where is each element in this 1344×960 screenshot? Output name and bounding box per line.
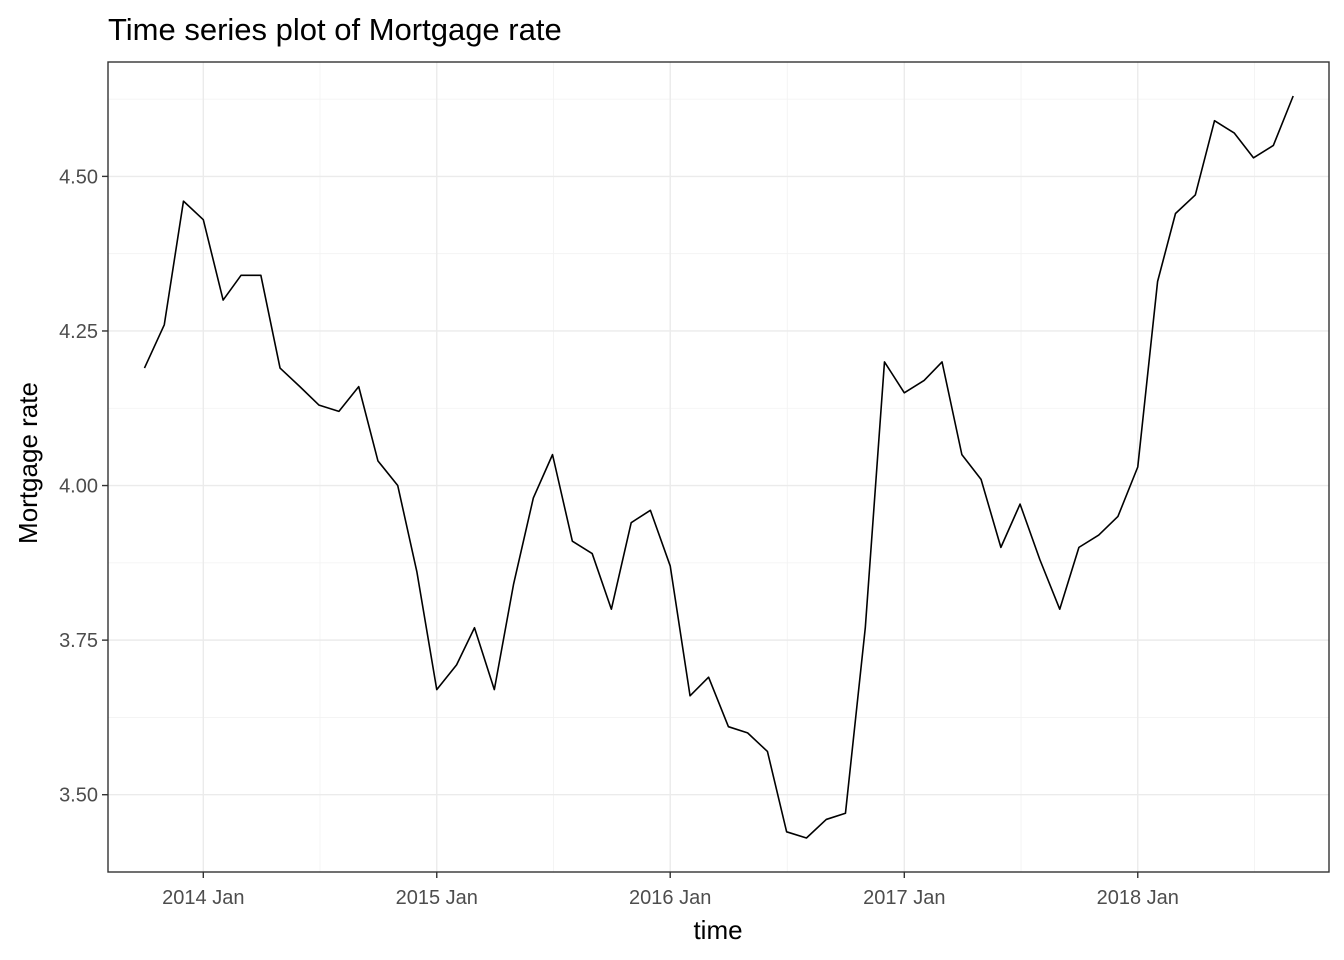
- plot-panel-border: [107, 61, 1330, 873]
- data-point: [570, 539, 574, 543]
- x-tick-label: 2018 Jan: [1097, 887, 1179, 909]
- data-point: [1252, 156, 1256, 160]
- data-point: [804, 836, 808, 840]
- x-tick-label: 2016 Jan: [629, 887, 711, 909]
- data-point: [1058, 607, 1062, 611]
- data-point: [415, 570, 419, 574]
- data-point: [181, 199, 185, 203]
- data-point: [435, 688, 439, 692]
- data-point: [609, 607, 613, 611]
- data-point: [999, 545, 1003, 549]
- data-point: [1193, 193, 1197, 197]
- data-point: [142, 366, 146, 370]
- data-point: [746, 731, 750, 735]
- data-point: [278, 366, 282, 370]
- data-point: [648, 508, 652, 512]
- y-tick-label: 4.25: [59, 321, 98, 343]
- axis-layer: 3.50 3.75 4.00 4.25 4.50 2014 Jan 2015 Jan 2016…: [59, 166, 1179, 909]
- x-tick-label: 2014 Jan: [162, 887, 244, 909]
- data-point: [357, 385, 361, 389]
- data-point: [162, 323, 166, 327]
- data-point: [824, 817, 828, 821]
- x-axis-title: time: [693, 915, 742, 945]
- data-point: [1156, 280, 1160, 284]
- data-point: [221, 298, 225, 302]
- data-point: [259, 273, 263, 277]
- y-tick-label: 4.00: [59, 476, 98, 498]
- data-point: [843, 811, 847, 815]
- data-point: [531, 496, 535, 500]
- data-point: [337, 409, 341, 413]
- data-point: [239, 273, 243, 277]
- data-point: [726, 725, 730, 729]
- data-point: [1232, 131, 1236, 135]
- data-point: [512, 582, 516, 586]
- grid-layer: [108, 62, 1329, 872]
- x-tick-label: 2017 Jan: [863, 887, 945, 909]
- data-point: [668, 564, 672, 568]
- data-point: [902, 391, 906, 395]
- data-point: [707, 675, 711, 679]
- data-point: [765, 749, 769, 753]
- data-point: [1116, 514, 1120, 518]
- data-point: [979, 477, 983, 481]
- data-point: [201, 218, 205, 222]
- data-point: [1097, 533, 1101, 537]
- data-point: [472, 626, 476, 630]
- data-point: [1038, 558, 1042, 562]
- data-point: [492, 688, 496, 692]
- data-point: [317, 403, 321, 407]
- data-point: [590, 552, 594, 556]
- series-line: [143, 95, 1294, 839]
- data-point: [1174, 211, 1178, 215]
- data-point: [960, 453, 964, 457]
- data-point: [940, 360, 944, 364]
- series-layer: [142, 94, 1295, 840]
- data-point: [298, 385, 302, 389]
- data-point: [551, 453, 555, 457]
- data-point: [863, 626, 867, 630]
- y-tick-label: 3.50: [59, 785, 98, 807]
- data-point: [688, 694, 692, 698]
- data-point: [455, 663, 459, 667]
- data-point: [1213, 119, 1217, 123]
- data-point: [1077, 545, 1081, 549]
- y-tick-label: 4.50: [59, 166, 98, 188]
- data-point: [882, 360, 886, 364]
- data-point: [396, 484, 400, 488]
- data-point: [785, 830, 789, 834]
- data-point: [1136, 465, 1140, 469]
- y-tick-label: 3.75: [59, 630, 98, 652]
- x-tick-label: 2015 Jan: [396, 887, 478, 909]
- data-point: [922, 378, 926, 382]
- data-point: [629, 521, 633, 525]
- data-point: [1291, 94, 1295, 98]
- data-point: [1271, 143, 1275, 147]
- data-point: [1018, 502, 1022, 506]
- y-axis-title: Mortgage rate: [13, 382, 43, 544]
- chart-title: Time series plot of Mortgage rate: [108, 12, 562, 47]
- data-point: [376, 459, 380, 463]
